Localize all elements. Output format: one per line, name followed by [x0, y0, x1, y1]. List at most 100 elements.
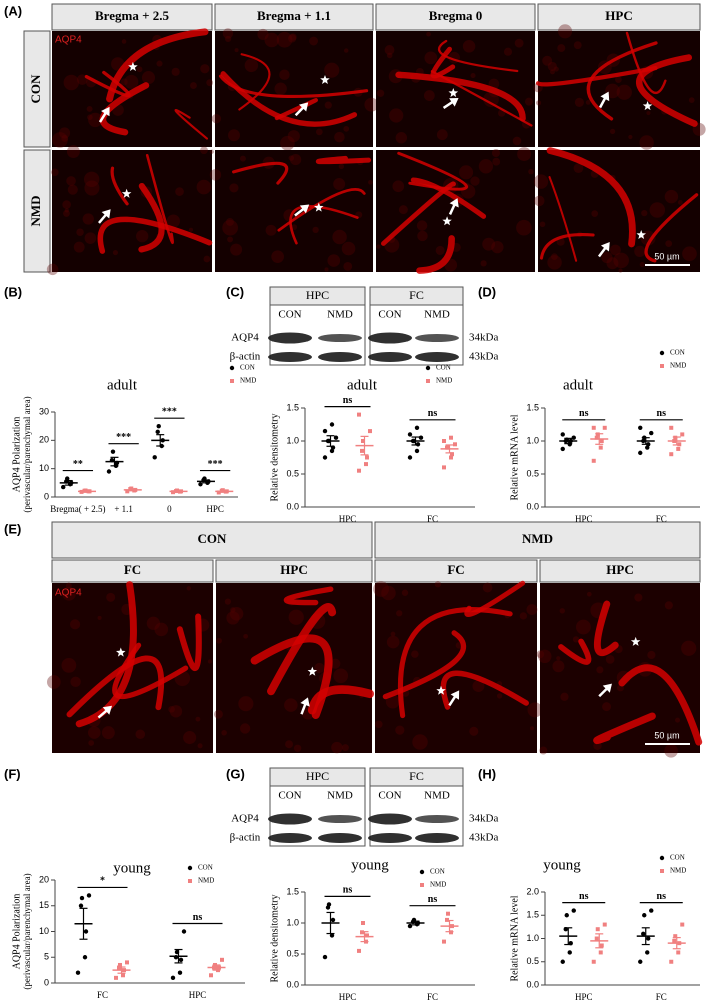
texture [547, 255, 562, 270]
legend-marker [419, 869, 425, 875]
data-point [106, 469, 112, 474]
significance-label: ns [657, 408, 667, 419]
lane-label: CON [378, 309, 401, 321]
texture [343, 125, 350, 132]
x-tick-label: FC [97, 990, 108, 1000]
blot-group-text: HPC [306, 769, 329, 783]
texture [395, 725, 405, 735]
arrow-head [101, 106, 110, 117]
data-point [209, 973, 213, 978]
texture [496, 693, 503, 699]
y-tick-label: 0 [44, 977, 49, 987]
texture [552, 660, 565, 673]
significance-label: ns [579, 408, 589, 419]
data-point [669, 452, 674, 457]
chart-title: young [113, 860, 151, 876]
texture [63, 74, 80, 91]
arrow-head [450, 690, 460, 700]
y-axis-label: AQP4 Polarization [11, 417, 22, 493]
texture [82, 213, 94, 225]
texture [528, 168, 534, 175]
data-point [442, 465, 446, 470]
texture [386, 635, 400, 649]
texture [605, 655, 615, 664]
data-point [414, 448, 420, 454]
star-marker [436, 685, 446, 695]
arrow-marker [97, 705, 113, 719]
data-point [365, 933, 369, 938]
significance-label: ns [657, 891, 667, 902]
data-point [453, 442, 457, 447]
data-point [446, 445, 450, 450]
panel-label: (D) [478, 284, 496, 299]
texture [61, 658, 77, 673]
column-header-text: HPC [606, 562, 633, 577]
texture [226, 217, 234, 226]
data-point [649, 908, 654, 913]
data-point [329, 448, 335, 454]
texture [417, 230, 428, 242]
arrow-head [299, 204, 310, 214]
texture [203, 255, 211, 263]
data-point [567, 950, 572, 955]
micrograph [538, 31, 700, 147]
lane-label: CON [378, 790, 401, 802]
texture [333, 178, 346, 191]
vessel [176, 613, 202, 671]
micrograph [376, 31, 535, 147]
y-tick-label: 1.5 [286, 402, 299, 412]
legend-label: CON [198, 864, 213, 872]
data-point [591, 425, 596, 430]
vessel [440, 670, 529, 710]
texture [534, 195, 545, 207]
y-tick-label: 1.5 [286, 886, 299, 896]
data-point [357, 468, 361, 473]
texture [84, 180, 100, 196]
data-point [638, 425, 643, 430]
lane-label: NMD [327, 790, 353, 802]
vessel [238, 53, 271, 111]
band-label: AQP4 [231, 332, 259, 344]
blot-band [368, 352, 412, 362]
star-marker [448, 88, 459, 98]
texture [549, 69, 555, 75]
data-point [220, 957, 224, 962]
texture [338, 163, 345, 170]
stain-label: AQP4 [55, 588, 82, 599]
y-tick-label: 20 [39, 874, 49, 884]
data-point [680, 922, 685, 927]
data-point [114, 975, 118, 980]
texture [459, 165, 474, 180]
column-header [215, 559, 373, 583]
arrow-head [449, 198, 459, 208]
column-header [374, 559, 538, 583]
row-header [23, 149, 51, 273]
texture [211, 114, 222, 124]
texture [200, 64, 210, 74]
data-point [672, 938, 677, 943]
texture [324, 101, 332, 109]
texture [66, 176, 76, 186]
vessel [232, 161, 289, 185]
texture [274, 82, 287, 95]
blot-band [318, 352, 362, 362]
texture [314, 662, 325, 674]
panel-label: (E) [4, 521, 21, 536]
significance-label: ns [193, 912, 203, 923]
texture [257, 28, 269, 41]
texture [214, 709, 223, 719]
column-header [539, 559, 701, 583]
texture [665, 240, 673, 248]
vessel [535, 66, 658, 87]
vessel [218, 74, 369, 98]
legend-marker [229, 365, 235, 371]
data-point [649, 430, 654, 436]
data-point [198, 482, 203, 487]
column-header [214, 3, 374, 31]
data-point [599, 439, 604, 443]
arrow-marker [97, 209, 111, 224]
data-point [177, 970, 183, 975]
texture [426, 31, 431, 37]
x-tick-label: FC [656, 514, 667, 524]
texture [572, 636, 580, 643]
